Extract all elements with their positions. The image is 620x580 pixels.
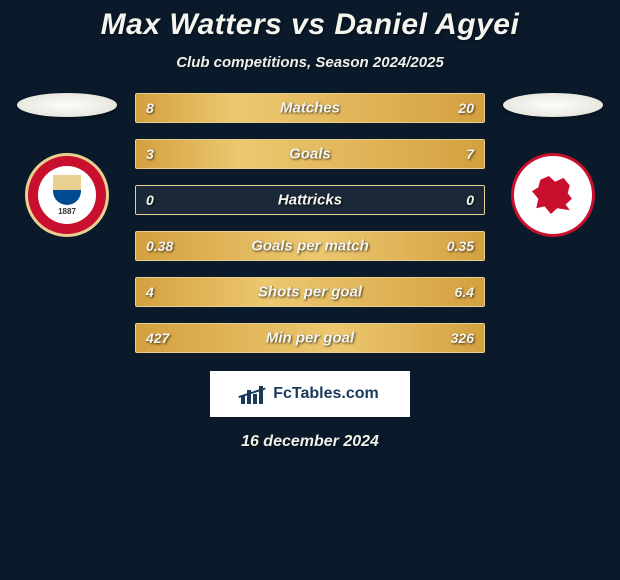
comparison-card: Max Watters vs Daniel Agyei Club competi…: [0, 0, 620, 451]
stat-label: Hattricks: [136, 192, 484, 209]
stat-value-right: 20: [458, 100, 474, 116]
player-photo-placeholder-left: [17, 93, 117, 117]
stat-value-left: 3: [146, 146, 154, 162]
club-badge-left-inner: 1887: [38, 166, 96, 224]
stat-value-left: 8: [146, 100, 154, 116]
club-badge-year: 1887: [58, 207, 76, 216]
stat-row: Shots per goal4 6.4: [135, 277, 485, 307]
stat-label: Goals per match: [136, 238, 484, 255]
stat-value-right: 6.4: [455, 284, 474, 300]
stat-row: Hattricks0 0: [135, 185, 485, 215]
watermark: FcTables.com: [210, 371, 410, 417]
player-photo-placeholder-right: [503, 93, 603, 117]
stat-row: Goals3 7: [135, 139, 485, 169]
stat-row: Goals per match0.38 0.35: [135, 231, 485, 261]
stat-value-left: 0.38: [146, 238, 173, 254]
watermark-text: FcTables.com: [273, 385, 379, 403]
stats-column: Matches8 20 Goals3 7 Hattricks0 0 Goals per ma…: [135, 93, 485, 353]
stat-value-left: 427: [146, 330, 169, 346]
stat-value-right: 7: [466, 146, 474, 162]
shield-icon: [53, 175, 81, 205]
bar-chart-icon: [241, 384, 267, 404]
stat-label: Min per goal: [136, 330, 484, 347]
stat-row: Matches8 20: [135, 93, 485, 123]
page-subtitle: Club competitions, Season 2024/2025: [0, 54, 620, 71]
main-row: 1887 Matches8 20 Goals3 7 Hattricks0 0 Goals p…: [0, 93, 620, 353]
dragon-icon: [526, 168, 580, 222]
stat-label: Goals: [136, 146, 484, 163]
left-player-col: 1887: [17, 93, 117, 237]
stat-value-left: 0: [146, 192, 154, 208]
date-label: 16 december 2024: [0, 433, 620, 451]
page-title: Max Watters vs Daniel Agyei: [0, 8, 620, 42]
club-badge-left: 1887: [25, 153, 109, 237]
stat-value-right: 0.35: [447, 238, 474, 254]
stat-label: Shots per goal: [136, 284, 484, 301]
stat-label: Matches: [136, 100, 484, 117]
stat-row: Min per goal427 326: [135, 323, 485, 353]
stat-value-left: 4: [146, 284, 154, 300]
stat-value-right: 326: [451, 330, 474, 346]
stat-value-right: 0: [466, 192, 474, 208]
right-player-col: [503, 93, 603, 237]
club-badge-right: [511, 153, 595, 237]
